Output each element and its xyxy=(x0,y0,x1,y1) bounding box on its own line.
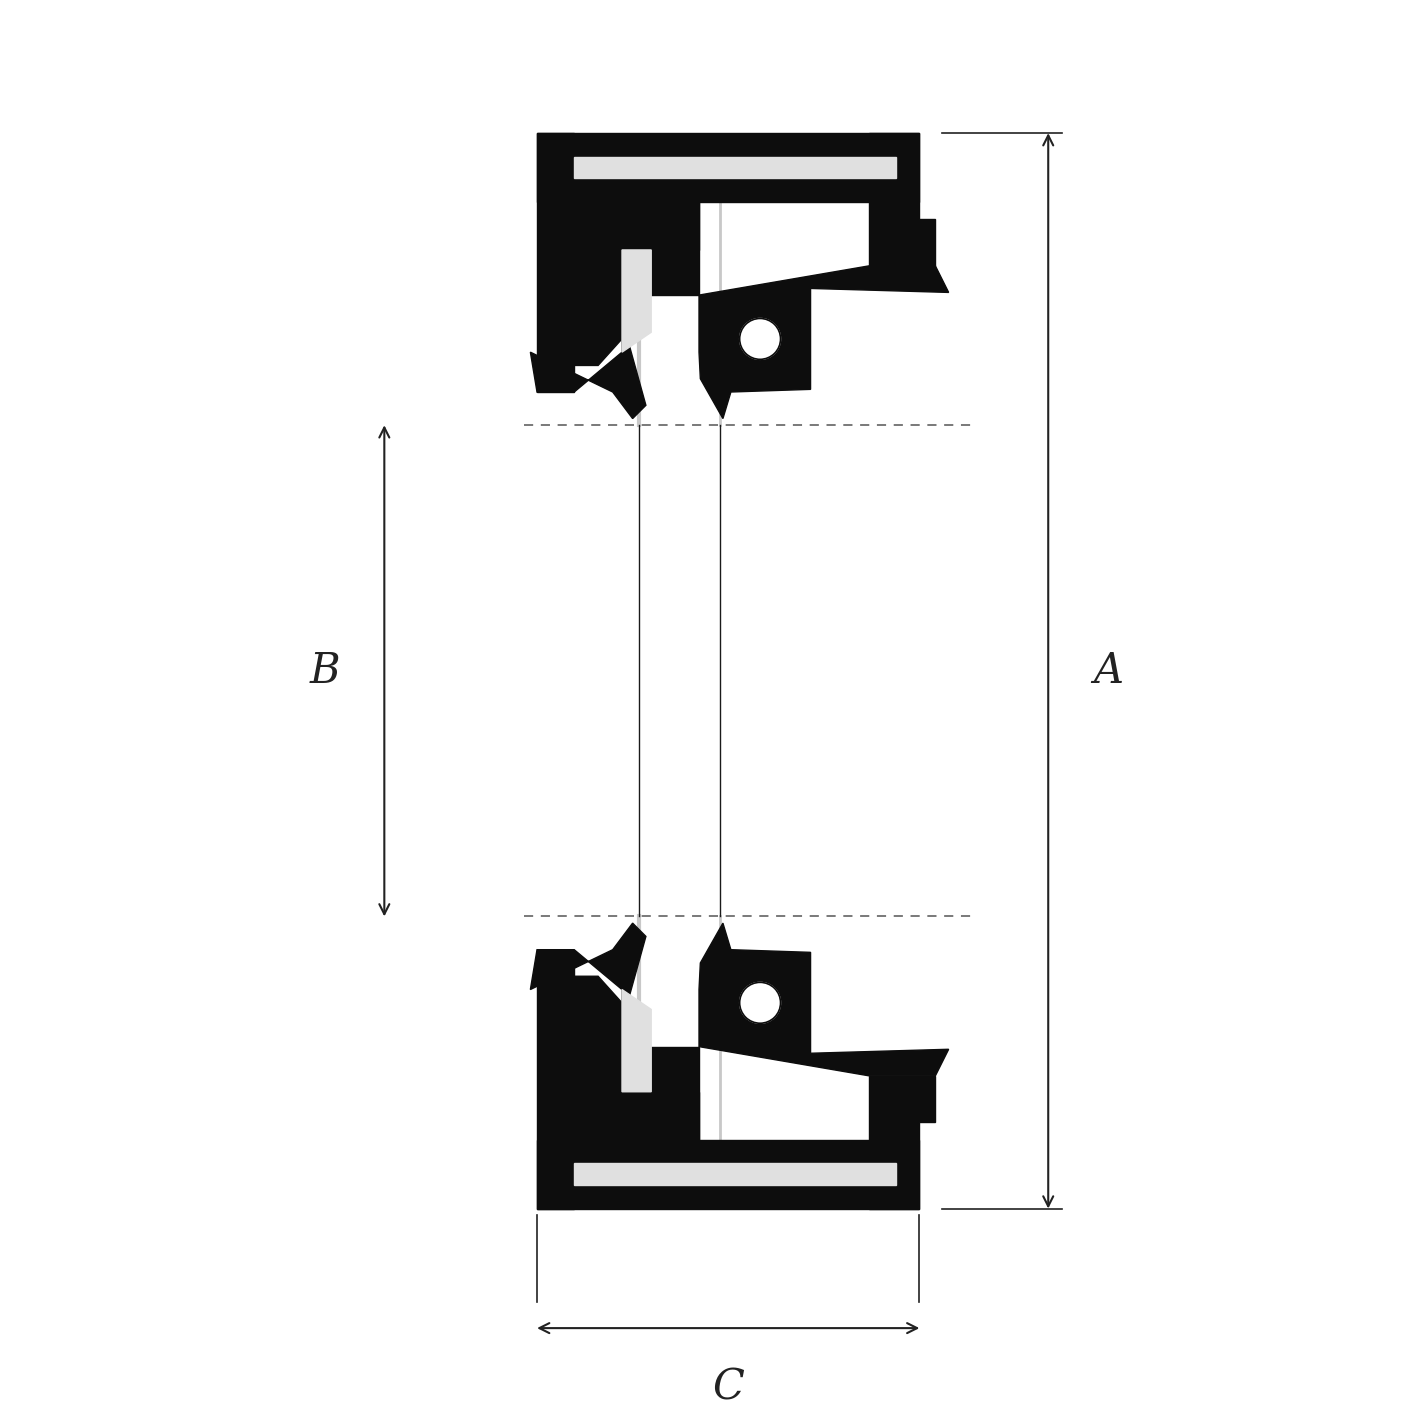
Polygon shape xyxy=(699,924,949,1076)
Polygon shape xyxy=(537,134,574,392)
Circle shape xyxy=(723,302,797,375)
Polygon shape xyxy=(537,134,920,202)
Text: C: C xyxy=(713,1367,744,1406)
Polygon shape xyxy=(621,990,651,1092)
Polygon shape xyxy=(869,1076,935,1209)
Circle shape xyxy=(740,983,780,1024)
Polygon shape xyxy=(651,1046,699,1140)
Polygon shape xyxy=(651,202,699,295)
Text: A: A xyxy=(1092,650,1123,692)
Polygon shape xyxy=(869,134,935,266)
Circle shape xyxy=(723,966,797,1040)
Polygon shape xyxy=(537,1140,920,1209)
Polygon shape xyxy=(574,1163,896,1185)
Polygon shape xyxy=(530,319,645,419)
Polygon shape xyxy=(699,266,949,419)
Circle shape xyxy=(740,318,780,360)
Polygon shape xyxy=(574,976,621,1140)
Polygon shape xyxy=(537,949,574,1209)
Polygon shape xyxy=(574,157,896,179)
Polygon shape xyxy=(530,924,645,1022)
Polygon shape xyxy=(574,202,699,250)
Polygon shape xyxy=(574,1092,699,1140)
Text: B: B xyxy=(309,650,340,692)
Polygon shape xyxy=(621,250,651,352)
Polygon shape xyxy=(574,202,621,366)
